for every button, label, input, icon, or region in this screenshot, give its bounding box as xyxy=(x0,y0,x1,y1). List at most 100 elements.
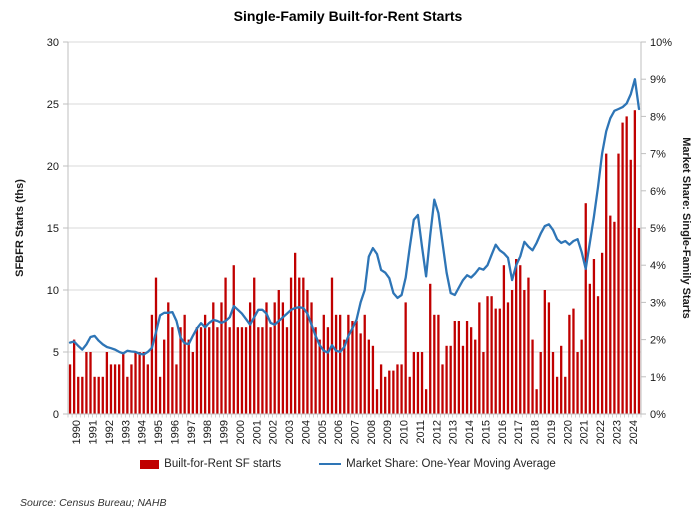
bar xyxy=(486,296,489,414)
bar xyxy=(375,389,379,414)
bar xyxy=(334,314,338,414)
bar xyxy=(244,327,248,414)
line-series xyxy=(68,78,641,356)
svg-text:7%: 7% xyxy=(650,149,666,161)
chart-legend: Built-for-Rent SF starts Market Share: O… xyxy=(0,458,696,470)
bar xyxy=(433,314,436,414)
bar xyxy=(510,290,514,414)
svg-text:20: 20 xyxy=(47,161,59,173)
line-series-swatch-icon xyxy=(319,463,342,465)
bar xyxy=(494,308,497,414)
bar xyxy=(396,364,399,414)
bar xyxy=(412,352,415,414)
bar xyxy=(294,252,297,414)
bar xyxy=(285,327,289,414)
bar xyxy=(130,364,133,414)
bar xyxy=(379,364,383,414)
legend-item-line: Market Share: One-Year Moving Average xyxy=(319,458,556,470)
svg-text:1997: 1997 xyxy=(186,420,198,444)
svg-text:5: 5 xyxy=(53,347,59,359)
bar xyxy=(441,364,444,414)
bar xyxy=(81,376,84,414)
svg-text:1%: 1% xyxy=(650,372,666,384)
bar xyxy=(482,352,485,414)
svg-text:2021: 2021 xyxy=(579,420,591,444)
svg-text:2009: 2009 xyxy=(382,420,394,444)
bar xyxy=(600,252,604,414)
svg-text:2012: 2012 xyxy=(431,420,443,444)
bar xyxy=(351,321,354,414)
bar xyxy=(224,277,227,414)
bar xyxy=(498,308,501,414)
bar xyxy=(539,352,542,414)
legend-item-bars: Built-for-Rent SF starts xyxy=(140,458,281,470)
bar xyxy=(580,339,583,414)
gridlines xyxy=(68,41,641,353)
bar xyxy=(596,296,600,414)
bar xyxy=(527,277,530,414)
bar xyxy=(248,302,252,414)
bar xyxy=(453,321,456,414)
bar xyxy=(347,314,350,414)
bar xyxy=(101,376,104,414)
bar xyxy=(154,277,158,414)
bar xyxy=(212,302,215,414)
bar xyxy=(199,327,203,414)
legend-label-line: Market Share: One-Year Moving Average xyxy=(346,458,556,470)
bar xyxy=(183,314,186,414)
svg-text:3%: 3% xyxy=(650,297,666,309)
svg-text:2010: 2010 xyxy=(399,420,411,444)
bar xyxy=(322,314,325,414)
svg-text:0%: 0% xyxy=(650,409,666,421)
svg-text:1990: 1990 xyxy=(71,420,83,444)
tick-marks xyxy=(63,41,646,418)
svg-text:2008: 2008 xyxy=(366,420,378,444)
bar xyxy=(118,364,121,414)
svg-text:2024: 2024 xyxy=(628,420,640,444)
svg-text:2011: 2011 xyxy=(415,420,427,444)
bar xyxy=(408,376,411,414)
bar xyxy=(523,290,526,414)
bar xyxy=(93,376,96,414)
bar xyxy=(208,327,211,414)
bar xyxy=(146,364,149,414)
bar xyxy=(236,327,239,414)
svg-text:2016: 2016 xyxy=(497,420,509,444)
svg-text:2006: 2006 xyxy=(333,420,345,444)
bar xyxy=(195,327,199,414)
svg-text:1998: 1998 xyxy=(202,420,214,444)
bar xyxy=(613,221,616,414)
bar xyxy=(134,352,137,414)
bar xyxy=(326,327,330,414)
bar xyxy=(424,389,428,414)
bar xyxy=(220,302,223,414)
bar xyxy=(203,314,207,414)
source-note: Source: Census Bureau; NAHB xyxy=(20,497,167,509)
bar xyxy=(555,376,559,414)
chart-title: Single-Family Built-for-Rent Starts xyxy=(233,8,463,24)
bar xyxy=(392,370,395,414)
bar xyxy=(187,339,190,414)
bar xyxy=(457,321,461,414)
svg-text:1999: 1999 xyxy=(219,420,231,444)
svg-text:25: 25 xyxy=(47,99,59,111)
bar xyxy=(629,159,632,414)
bar xyxy=(547,302,551,414)
bar xyxy=(568,314,571,414)
bar xyxy=(572,308,575,414)
bar xyxy=(228,327,231,414)
bar xyxy=(359,333,362,414)
bar xyxy=(68,364,72,414)
bar xyxy=(355,321,358,414)
bar xyxy=(461,345,465,414)
svg-text:9%: 9% xyxy=(650,74,666,86)
bar xyxy=(445,345,448,414)
bar xyxy=(261,327,264,414)
bar xyxy=(605,153,608,414)
bar xyxy=(470,327,473,414)
bar xyxy=(216,327,219,414)
line-series-market-share xyxy=(68,78,641,356)
bar xyxy=(175,364,178,414)
bar xyxy=(85,352,88,414)
